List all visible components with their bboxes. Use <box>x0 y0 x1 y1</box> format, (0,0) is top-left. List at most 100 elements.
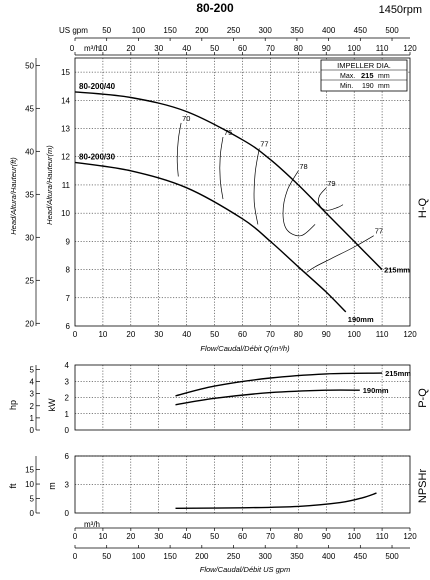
impeller-min-value: 190 <box>362 83 374 90</box>
efficiency-label: 70 <box>182 114 190 123</box>
bottom-gpm-tick-label: 200 <box>195 552 209 561</box>
npsh-m-axis-title: m <box>47 482 57 490</box>
pq-kw-axis-title: kW <box>47 398 57 412</box>
top-gpm-tick-label: 450 <box>354 26 368 35</box>
top-m3h-tick-label: 70 <box>266 44 275 53</box>
top-gpm-tick-label: 150 <box>163 26 177 35</box>
pq-kw-tick-label: 3 <box>65 377 70 386</box>
top-gpm-tick-label: 50 <box>102 26 111 35</box>
npsh-ft-tick-label: 15 <box>25 466 34 475</box>
pq-curve-label: 190mm <box>363 386 389 395</box>
top-m3h-tick-label: 80 <box>294 44 303 53</box>
hq-x-tick-label: 50 <box>210 330 219 339</box>
hq-x-tick-label: 60 <box>238 330 247 339</box>
pq-kw-tick-label: 0 <box>65 426 70 435</box>
impeller-min-label: Min. <box>340 83 353 90</box>
efficiency-curve <box>219 136 224 200</box>
hq-curve-label: 80-200/40 <box>79 82 116 91</box>
bottom-m3h-tick-label: 40 <box>182 532 191 541</box>
hq-curve-215mm <box>74 91 383 271</box>
top-gpm-tick-label: 400 <box>322 26 336 35</box>
pq-hp-tick-label: 5 <box>30 365 35 374</box>
top-gpm-tick-label: 350 <box>290 26 304 35</box>
top-m3h-tick-label: 100 <box>347 44 361 53</box>
bottom-x-axis-title: Flow/Caudal/Débit US gpm <box>200 565 290 574</box>
bottom-m3h-tick-label: 50 <box>210 532 219 541</box>
hq-ft-axis-title: Head/Altura/Hauteur(ft) <box>9 157 18 235</box>
top-m3h-tick-label: 110 <box>376 44 389 53</box>
hq-x-tick-label: 30 <box>154 330 163 339</box>
npsh-curve <box>175 492 377 509</box>
bottom-gpm-tick-label: 350 <box>290 552 304 561</box>
top-gpm-tick-label: 200 <box>195 26 209 35</box>
top-gpm-tick-label: 100 <box>132 26 146 35</box>
impeller-max-value: 215 <box>361 71 374 80</box>
efficiency-curve <box>253 148 260 225</box>
bottom-gpm-tick-label: 500 <box>385 552 399 561</box>
speed-label: 1450rpm <box>379 4 422 16</box>
top-m3h-tick-label: 0 <box>70 44 75 53</box>
bottom-m3h-tick-label: 90 <box>322 532 331 541</box>
npsh-m-tick-label: 3 <box>65 481 70 490</box>
top-m3h-tick-label: 10 <box>98 44 107 53</box>
bottom-m3h-tick-label: 100 <box>347 532 361 541</box>
hq-y-tick-label: 7 <box>66 294 71 303</box>
pq-hp-tick-label: 0 <box>30 426 35 435</box>
pq-hp-tick-label: 3 <box>30 390 35 399</box>
hq-ft-tick-label: 40 <box>25 147 34 156</box>
efficiency-label: 77 <box>375 227 383 236</box>
hq-x-tick-label: 80 <box>294 330 303 339</box>
npsh-ft-tick-label: 0 <box>30 509 35 518</box>
pq-curve-label: 215mm <box>385 369 411 378</box>
efficiency-label: 78 <box>299 162 307 171</box>
hq-ft-tick-label: 20 <box>25 319 34 328</box>
bottom-gpm-tick-label: 150 <box>163 552 177 561</box>
hq-y-tick-label: 8 <box>66 266 71 275</box>
hq-x-tick-label: 100 <box>347 330 361 339</box>
top-m3h-tick-label: 30 <box>154 44 163 53</box>
efficiency-curve <box>282 170 316 237</box>
top-gpm-tick-label: 250 <box>227 26 241 35</box>
hq-y-tick-label: 14 <box>61 96 70 105</box>
efficiency-label: 77 <box>260 139 268 148</box>
pq-kw-tick-label: 2 <box>65 394 70 403</box>
efficiency-label: 75 <box>224 128 232 137</box>
bottom-gpm-tick-label: 100 <box>132 552 146 561</box>
hq-x-tick-label: 110 <box>376 330 389 339</box>
bottom-gpm-tick-label: 50 <box>102 552 111 561</box>
hq-y-tick-label: 10 <box>61 209 70 218</box>
hq-ft-tick-label: 50 <box>25 61 34 70</box>
top-m3h-tick-label: 40 <box>182 44 191 53</box>
top-m3h-tick-label: 120 <box>403 44 417 53</box>
model-title: 80-200 <box>196 1 234 15</box>
top-m3h-unit: m³/h <box>84 44 100 53</box>
pq-kw-tick-label: 1 <box>65 410 70 419</box>
pq-hp-tick-label: 4 <box>30 378 35 387</box>
hq-curve-190mm <box>74 161 347 313</box>
hq-ft-tick-label: 30 <box>25 233 34 242</box>
pq-hp-tick-label: 2 <box>30 402 35 411</box>
hq-ft-tick-label: 25 <box>25 276 34 285</box>
hq-y-tick-label: 6 <box>66 322 71 331</box>
bottom-m3h-tick-label: 80 <box>294 532 303 541</box>
top-axes: US gpm m³/h <box>59 26 100 53</box>
impeller-box-title: IMPELLER DIA. <box>337 61 391 70</box>
hq-x-tick-label: 20 <box>126 330 135 339</box>
pq-side-label: P-Q <box>417 388 429 408</box>
top-m3h-tick-label: 90 <box>322 44 331 53</box>
npsh-ft-tick-label: 5 <box>30 495 35 504</box>
npsh-m-tick-label: 0 <box>65 509 70 518</box>
top-gpm-unit: US gpm <box>59 26 88 35</box>
impeller-min-unit: mm <box>378 83 390 90</box>
bottom-m3h-tick-label: 0 <box>73 532 78 541</box>
bottom-m3h-tick-label: 60 <box>238 532 247 541</box>
efficiency-curve <box>318 187 344 211</box>
pq-curve-190mm <box>175 389 360 406</box>
bottom-m3h-tick-label: 120 <box>403 532 417 541</box>
hq-ft-tick-label: 45 <box>25 104 34 113</box>
hq-m-axis-title: Head/Altura/Hauteur(m) <box>45 145 54 225</box>
pq-hp-axis-title: hp <box>8 400 18 410</box>
pq-curve-215mm <box>175 372 383 397</box>
